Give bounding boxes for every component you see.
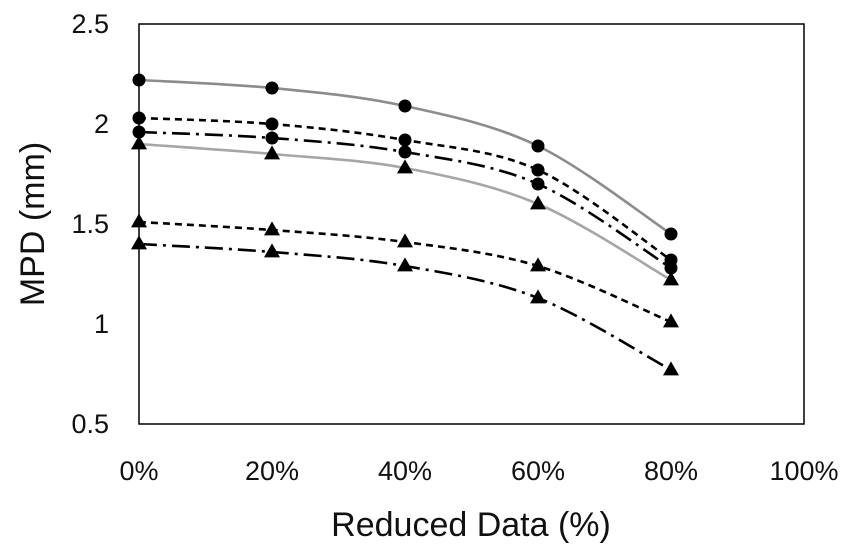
data-point-triangle	[663, 361, 679, 376]
x-axis-ticks: 0% 20% 40% 60% 80% 100%	[119, 456, 838, 486]
data-point-circle	[132, 111, 146, 125]
data-point-triangle	[131, 135, 147, 150]
series-2	[132, 111, 678, 267]
series-1	[132, 73, 678, 241]
data-point-triangle	[663, 313, 679, 328]
series-layer	[131, 73, 679, 376]
series-3	[132, 125, 678, 275]
data-point-circle	[132, 125, 146, 139]
data-point-circle	[265, 131, 279, 145]
series-6	[131, 235, 679, 376]
data-point-circle	[398, 133, 412, 147]
x-tick-label: 60%	[511, 456, 565, 486]
data-point-triangle	[131, 235, 147, 250]
data-point-triangle	[397, 233, 413, 248]
data-point-circle	[132, 73, 146, 87]
x-tick-label: 100%	[769, 456, 838, 486]
y-tick-label: 2	[94, 109, 109, 139]
data-point-triangle	[264, 221, 280, 236]
y-axis-title: MPD (mm)	[14, 142, 52, 306]
data-point-circle	[531, 163, 545, 177]
data-point-triangle	[663, 271, 679, 286]
data-point-triangle	[397, 257, 413, 272]
x-tick-label: 20%	[245, 456, 299, 486]
data-point-triangle	[530, 257, 546, 272]
data-point-circle	[531, 177, 545, 191]
y-tick-label: 1	[94, 309, 109, 339]
data-point-circle	[664, 261, 678, 275]
y-axis-ticks: 0.5 1 1.5 2 2.5	[71, 9, 109, 439]
y-tick-label: 0.5	[71, 409, 109, 439]
y-tick-label: 1.5	[71, 209, 109, 239]
data-point-circle	[398, 145, 412, 159]
series-5	[131, 213, 679, 328]
plot-area-frame	[138, 23, 805, 425]
data-point-triangle	[530, 289, 546, 304]
data-point-triangle	[264, 145, 280, 160]
x-axis-title: Reduced Data (%)	[331, 506, 611, 544]
data-point-triangle	[264, 243, 280, 258]
x-tick-label: 40%	[378, 456, 432, 486]
y-tick-label: 2.5	[71, 9, 109, 39]
x-tick-label: 80%	[644, 456, 698, 486]
data-point-circle	[531, 139, 545, 153]
data-point-circle	[265, 81, 279, 95]
data-point-circle	[664, 227, 678, 241]
data-point-circle	[398, 99, 412, 113]
data-point-triangle	[397, 159, 413, 174]
x-tick-label: 0%	[119, 456, 158, 486]
series-4	[131, 135, 679, 286]
data-point-triangle	[131, 213, 147, 228]
data-point-circle	[265, 117, 279, 131]
data-point-triangle	[530, 195, 546, 210]
